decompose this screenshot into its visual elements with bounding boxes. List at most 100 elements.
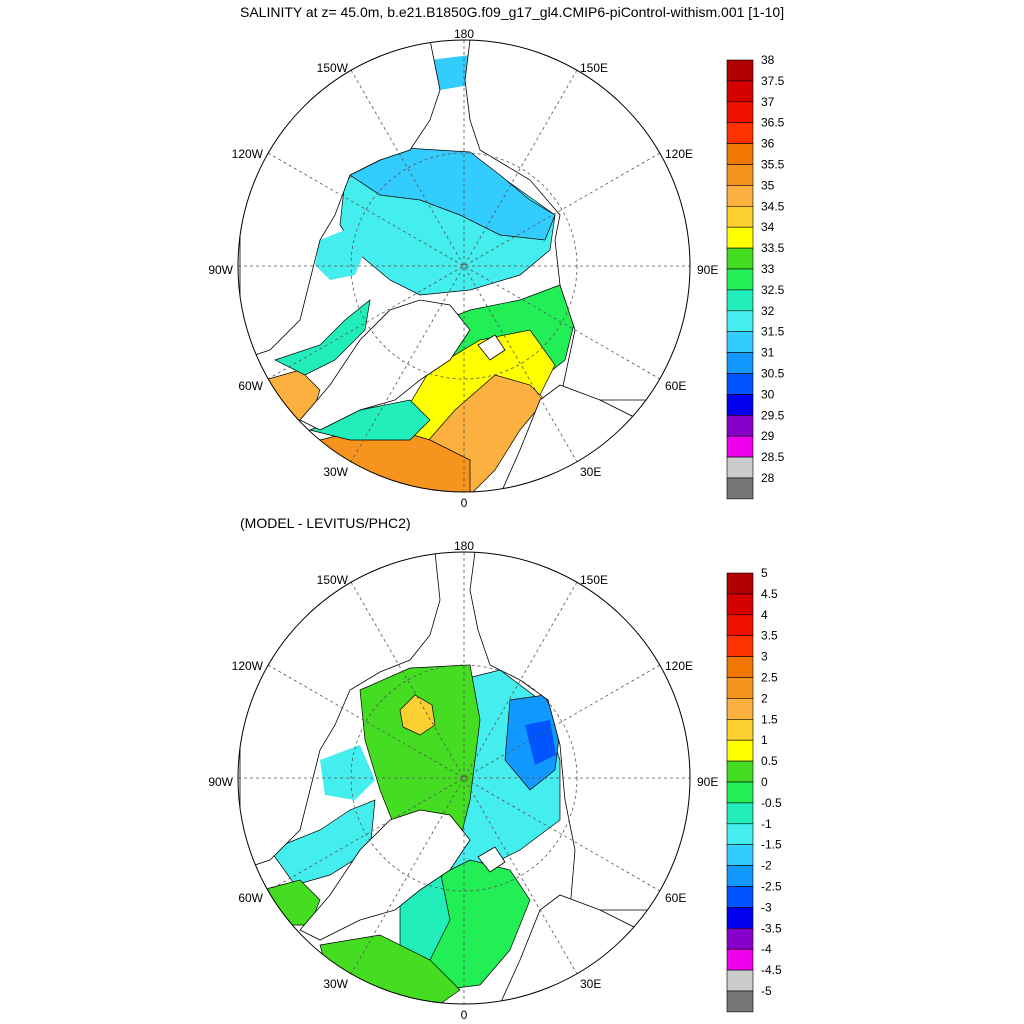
- colorbar-swatch: [726, 59, 754, 82]
- colorbar-swatch: [726, 101, 754, 124]
- colorbar-swatch: [726, 677, 754, 699]
- colorbar-tick-label: 36.5: [761, 116, 785, 130]
- lon-label-180: 180: [454, 539, 474, 553]
- colorbar-tick-label: 32.5: [761, 283, 785, 297]
- lon-label-60e: 60E: [665, 379, 686, 393]
- colorbar-swatch: [726, 907, 754, 929]
- shelf-fill: [430, 55, 470, 90]
- colorbar-tick-label: 28: [761, 471, 775, 485]
- bottom-panel-title: (MODEL - LEVITUS/PHC2): [240, 515, 411, 531]
- colorbar-tick-label: -5: [761, 984, 772, 998]
- colorbar-swatch: [726, 969, 754, 992]
- colorbar-swatch: [726, 477, 754, 500]
- lon-label-120w: 120W: [232, 147, 264, 161]
- colorbar-tick-label: 29.5: [761, 408, 785, 422]
- colorbar-tick-label: 4.5: [761, 587, 778, 601]
- colorbar-swatch: [726, 247, 754, 270]
- colorbar-tick-label: 29: [761, 429, 775, 443]
- lon-label-90e: 90E: [697, 775, 718, 789]
- colorbar-swatch: [726, 698, 754, 720]
- siberia-land: [464, 40, 690, 401]
- lon-label-60w: 60W: [238, 891, 263, 905]
- lon-label-180: 180: [454, 27, 474, 41]
- colorbar-tick-label: -1.5: [761, 838, 782, 852]
- colorbar-swatch: [726, 865, 754, 887]
- colorbar-swatch: [726, 80, 754, 103]
- colorbar-tick-label: 36: [761, 137, 775, 151]
- lon-label-150w: 150W: [317, 573, 349, 587]
- colorbar-swatch: [726, 206, 754, 228]
- lon-label-0: 0: [461, 1008, 468, 1022]
- colorbar-swatch: [726, 572, 754, 595]
- top-panel-title: SALINITY at z= 45.0m, b.e21.B1850G.f09_g…: [240, 4, 785, 20]
- graticule: [238, 552, 690, 1004]
- lon-label-60w: 60W: [238, 379, 263, 393]
- colorbar-swatch: [726, 990, 754, 1013]
- lon-label-30e: 30E: [580, 465, 601, 479]
- colorbar-swatch: [726, 614, 754, 636]
- colorbar-tick-label: 3: [761, 650, 768, 664]
- colorbar-swatch: [726, 122, 754, 144]
- colorbar-swatch: [726, 435, 754, 458]
- greenland-land: [299, 809, 471, 941]
- lon-label-120w: 120W: [232, 659, 264, 673]
- salinity-field: [239, 40, 690, 492]
- colorbar-tick-label: 5: [761, 566, 768, 580]
- lon-label-90e: 90E: [697, 263, 718, 277]
- lon-label-30w: 30W: [323, 465, 348, 479]
- colorbar-tick-label: 37: [761, 95, 775, 109]
- colorbar-swatch: [726, 331, 754, 353]
- lon-label-30e: 30E: [580, 977, 601, 991]
- colorbar-swatch: [726, 886, 754, 908]
- colorbar-tick-label: -3: [761, 900, 772, 914]
- colorbar-swatch: [726, 394, 754, 416]
- colorbar-swatch: [726, 927, 754, 950]
- lon-label-0: 0: [461, 496, 468, 510]
- salinity-colorbar: 38 37.5 37 36.5 36 35.5 35 34.5 34 33.5 33 32.5 32 31…: [726, 53, 785, 500]
- colorbar-tick-label: -2: [761, 859, 772, 873]
- max-positive-fill: [399, 694, 436, 736]
- colorbar-swatch: [726, 635, 754, 657]
- colorbar-swatch: [726, 456, 754, 479]
- colorbar-swatch: [726, 226, 754, 249]
- colorbar-tick-label: 0.5: [761, 754, 778, 768]
- colorbar-tick-label: 2: [761, 691, 768, 705]
- lon-label-150e: 150E: [580, 61, 608, 75]
- colorbar-tick-label: -3.5: [761, 921, 782, 935]
- colorbar-tick-label: 31.5: [761, 325, 785, 339]
- colorbar-swatch: [726, 268, 754, 291]
- map-boundary: [237, 551, 691, 1005]
- colorbar-tick-label: 37.5: [761, 74, 785, 88]
- colorbar-tick-label: 35.5: [761, 158, 785, 172]
- colorbar-tick-label: 33.5: [761, 241, 785, 255]
- svalbard-land: [477, 334, 506, 361]
- colorbar-swatch: [726, 373, 754, 395]
- colorbar-tick-label: 30.5: [761, 367, 785, 381]
- colorbar-swatch: [726, 844, 754, 866]
- colorbar-swatch: [726, 739, 754, 762]
- archipelago-anomaly-fill: [320, 745, 375, 800]
- colorbar-tick-label: -0.5: [761, 796, 782, 810]
- map-boundary: [237, 39, 691, 493]
- colorbar-tick-label: 4: [761, 608, 768, 622]
- colorbar-swatch: [726, 352, 754, 374]
- siberia-land: [469, 552, 690, 911]
- lon-label-150e: 150E: [580, 573, 608, 587]
- colorbar-tick-label: 28.5: [761, 450, 785, 464]
- colorbar-tick-label: 31: [761, 346, 775, 360]
- greenland-land: [299, 299, 471, 431]
- colorbar-swatch: [726, 164, 754, 186]
- colorbar-swatch: [726, 948, 754, 971]
- colorbar-tick-label: 0: [761, 775, 768, 789]
- colorbar-swatch: [726, 143, 754, 165]
- colorbar-swatch: [726, 185, 754, 207]
- colorbar-swatch: [726, 823, 754, 845]
- colorbar-tick-label: 3.5: [761, 629, 778, 643]
- colorbar-tick-label: -2.5: [761, 880, 782, 894]
- lon-label-60e: 60E: [665, 891, 686, 905]
- colorbar-swatch: [726, 593, 754, 616]
- colorbar-tick-label: 35: [761, 178, 775, 192]
- colorbar-swatch: [726, 656, 754, 678]
- lon-label-120e: 120E: [665, 659, 693, 673]
